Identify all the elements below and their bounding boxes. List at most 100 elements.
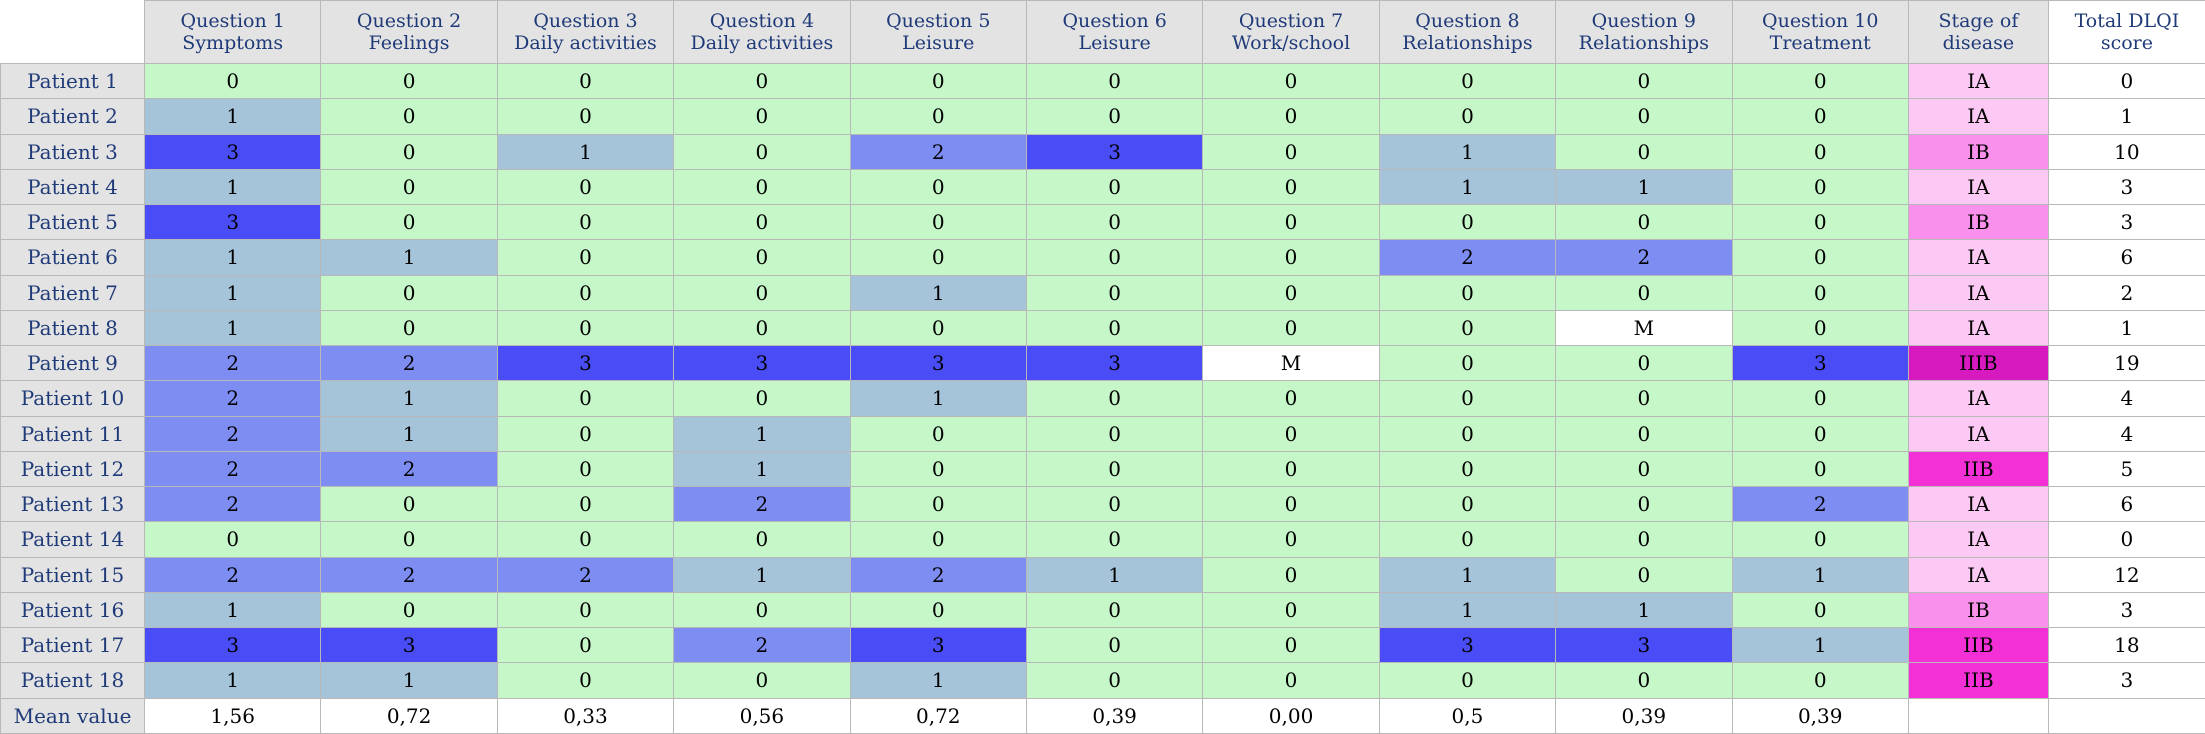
question-header-number: Question 6 [1062,10,1167,32]
score-cell: 2 [143,450,322,488]
patient-label: Patient 15 [0,556,145,593]
patient-label: Patient 12 [0,450,145,488]
total-score-cell: 3 [2047,662,2205,699]
question-1-header: Question 1 Symptoms [143,0,322,64]
stage-cell: IA [1907,485,2049,523]
score-cell: 0 [1555,98,1733,135]
score-cell: 1 [849,380,1027,417]
score-cell: 0 [1202,239,1380,276]
mean-cell: 0,72 [320,697,498,734]
patient-label: Patient 1 [0,62,145,100]
mean-label: Mean value [0,697,145,734]
score-cell: 0 [673,203,851,241]
score-cell: 0 [320,521,498,558]
question-header-number: Question 8 [1415,10,1520,32]
score-cell: 0 [673,591,851,629]
score-cell: 0 [1731,309,1909,347]
score-cell: 3 [1555,626,1733,664]
question-header-number: Question 1 [180,10,285,32]
score-cell: 1 [1555,591,1733,629]
score-cell: 0 [849,62,1027,100]
score-cell: 0 [1025,626,1204,664]
score-cell: 0 [496,380,675,417]
total-score-cell: 6 [2047,239,2205,276]
mean-cell: 1,56 [143,697,322,734]
question-header-number: Question 4 [709,10,815,32]
score-cell: 1 [143,309,322,347]
score-cell: 1 [673,556,851,593]
score-cell: 2 [673,626,851,664]
mean-stage-cell [1907,697,2049,734]
total-score-cell: 5 [2047,450,2205,488]
score-cell: 0 [1025,591,1204,629]
score-cell: 0 [496,274,675,311]
score-cell: 0 [320,274,498,311]
table-row: Patient 16 1 0 0 0 0 0 0 1 1 0 IB 3 [0,591,2205,629]
score-cell: 0 [320,485,498,523]
question-header-number: Question 5 [886,10,991,32]
total-score-cell: 19 [2047,344,2205,382]
score-cell: 0 [1731,591,1909,629]
score-cell: 0 [496,239,675,276]
patient-label: Patient 13 [0,485,145,523]
patient-label: Patient 4 [0,168,145,206]
total-score-cell: 12 [2047,556,2205,593]
table-row: Patient 8 1 0 0 0 0 0 0 0 M 0 IA 1 [0,309,2205,347]
score-cell: 3 [320,626,498,664]
score-cell: 0 [1731,203,1909,241]
stage-cell: IA [1907,98,2049,135]
score-cell: 0 [496,591,675,629]
score-cell: 1 [143,591,322,629]
total-score-cell: 0 [2047,62,2205,100]
total-score-cell: 2 [2047,274,2205,311]
score-cell: 3 [496,344,675,382]
mean-cell: 0,00 [1202,697,1380,734]
score-cell: 0 [320,98,498,135]
question-9-header: Question 9 Relationships [1555,0,1733,64]
question-2-header: Question 2 Feelings [320,0,498,64]
score-cell: 0 [849,450,1027,488]
score-cell: 0 [849,591,1027,629]
score-cell: 1 [320,662,498,699]
score-cell: 0 [1378,309,1557,347]
score-cell: M [1202,344,1380,382]
score-cell: 0 [1025,309,1204,347]
score-cell: 1 [143,98,322,135]
stage-cell: IA [1907,521,2049,558]
patient-label: Patient 3 [0,133,145,170]
table-row: Patient 5 3 0 0 0 0 0 0 0 0 0 IB 3 [0,203,2205,241]
score-cell: 0 [1378,485,1557,523]
score-cell: 1 [1378,168,1557,206]
score-cell: 0 [1202,309,1380,347]
score-cell: 0 [143,521,322,558]
total-score-cell: 3 [2047,203,2205,241]
question-header-topic: Leisure [1078,32,1151,54]
total-score-cell: 4 [2047,380,2205,417]
patient-label: Patient 18 [0,662,145,699]
stage-cell: IIB [1907,450,2049,488]
score-cell: 2 [320,556,498,593]
question-header-number: Question 3 [533,10,638,32]
score-cell: 1 [1555,168,1733,206]
score-cell: 0 [849,309,1027,347]
stage-cell: IA [1907,309,2049,347]
score-cell: 0 [673,521,851,558]
score-cell: 1 [849,274,1027,311]
mean-cell: 0,33 [496,697,675,734]
stage-cell: IIB [1907,626,2049,664]
score-cell: 0 [1731,274,1909,311]
score-cell: 0 [1025,450,1204,488]
score-cell: 0 [1202,662,1380,699]
score-cell: 0 [1202,62,1380,100]
mean-total-cell [2047,697,2205,734]
score-cell: 0 [1378,203,1557,241]
score-cell: 2 [496,556,675,593]
score-cell: 0 [849,98,1027,135]
score-cell: 3 [143,626,322,664]
score-cell: 0 [673,380,851,417]
stage-cell: IB [1907,133,2049,170]
score-cell: 0 [849,521,1027,558]
mean-row: Mean value 1,56 0,72 0,33 0,56 0,72 0,39 0,00 0,… [0,697,2205,734]
stage-cell: IIIB [1907,344,2049,382]
